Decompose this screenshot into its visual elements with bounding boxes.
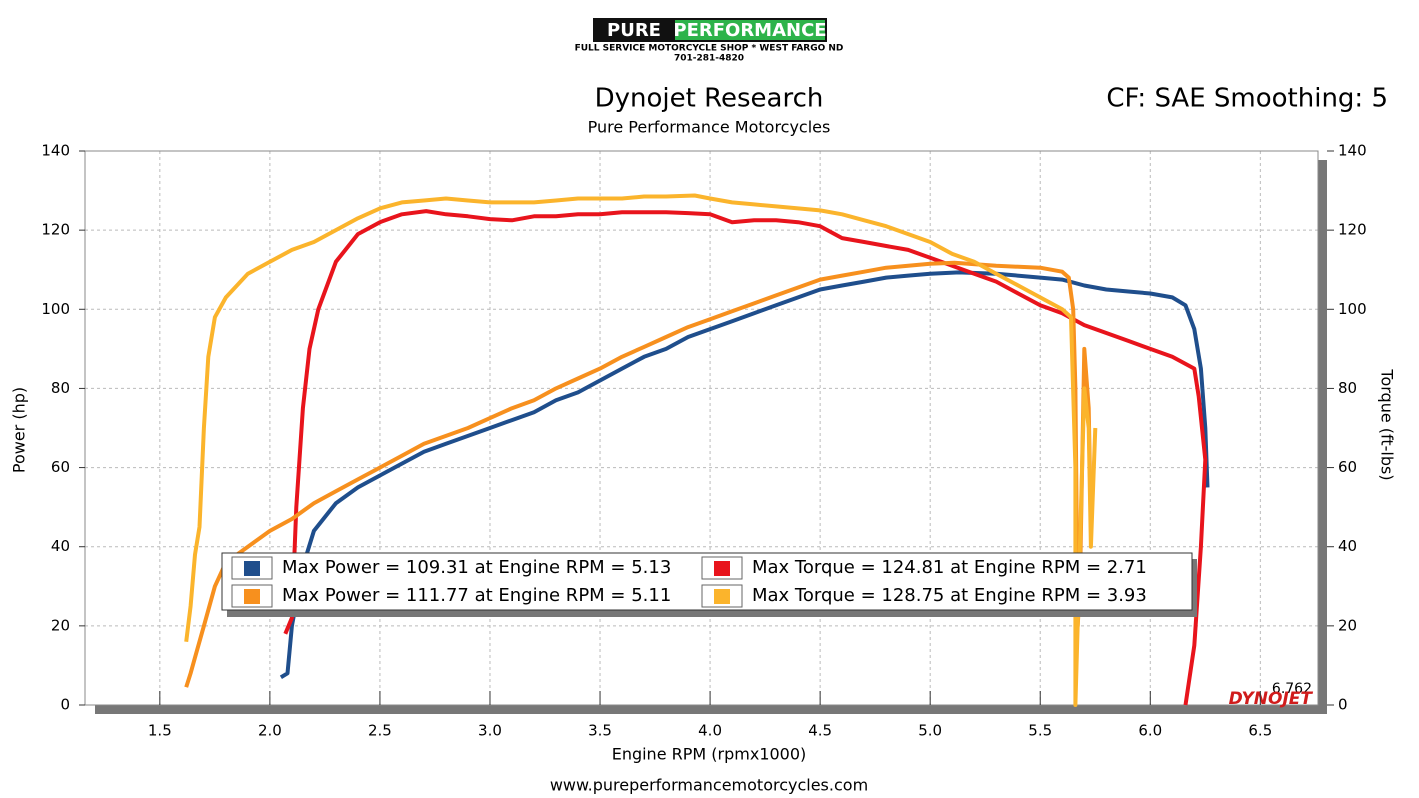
y-tick-label: 100 — [41, 300, 70, 318]
shadow-bottom — [95, 705, 1327, 714]
series-line — [184, 260, 1093, 688]
legend-swatch-color — [714, 561, 730, 576]
series-line — [279, 270, 1210, 680]
legend-swatch-color — [714, 589, 730, 604]
y2-tick-label: 20 — [1338, 616, 1357, 634]
x-tick-label: 2.5 — [368, 722, 392, 740]
y2-tick-label: 80 — [1338, 379, 1357, 397]
grid — [85, 150, 1318, 706]
y2-tick-label: 60 — [1338, 458, 1357, 476]
shadow-right — [1318, 160, 1327, 713]
x-axis-label: Engine RPM (rpmx1000) — [612, 745, 807, 764]
legend-label: Max Torque = 128.75 at Engine RPM = 3.93 — [752, 585, 1147, 606]
shop-line: FULL SERVICE MOTORCYCLE SHOP * WEST FARG… — [575, 44, 844, 54]
series-line — [283, 209, 1208, 706]
y2-tick-label: 120 — [1338, 221, 1367, 239]
series-line — [184, 193, 1098, 707]
x-tick-label: 5.0 — [918, 722, 942, 740]
phone: 701-281-4820 — [674, 54, 744, 64]
settings-label: CF: SAE Smoothing: 5 — [1106, 84, 1388, 114]
y-tick-label: 80 — [51, 379, 70, 397]
y-tick-label: 140 — [41, 142, 70, 160]
y2-tick-label: 140 — [1338, 142, 1367, 160]
x-tick-label: 4.5 — [808, 722, 832, 740]
legend-swatch-color — [244, 589, 260, 604]
x-tick-label: 3.0 — [478, 722, 502, 740]
y2-tick-label: 0 — [1338, 696, 1348, 714]
x-tick-label: 2.0 — [258, 722, 282, 740]
y-tick-label: 20 — [51, 616, 70, 634]
logo-green — [675, 20, 825, 40]
x-tick-label: 6.5 — [1248, 722, 1272, 740]
legend-label: Max Power = 111.77 at Engine RPM = 5.11 — [282, 585, 671, 606]
y-tick-label: 40 — [51, 537, 70, 555]
brand: DYNOJET — [1229, 689, 1314, 709]
plot-frame — [84, 150, 1319, 706]
x-tick-label: 6.0 — [1138, 722, 1162, 740]
x-tick-label: 5.5 — [1028, 722, 1052, 740]
y2-tick-label: 100 — [1338, 300, 1367, 318]
y-tick-label: 60 — [51, 458, 70, 476]
y-axis-label: Power (hp) — [10, 387, 29, 473]
footer-url: www.pureperformancemotorcycles.com — [550, 776, 868, 795]
x-tick-label: 4.0 — [698, 722, 722, 740]
x-tick-label: 1.5 — [148, 722, 172, 740]
chart-title: Dynojet Research — [595, 84, 824, 114]
logo-right: PERFORMANCE — [673, 20, 826, 41]
y2-tick-label: 40 — [1338, 537, 1357, 555]
legend-label: Max Power = 109.31 at Engine RPM = 5.13 — [282, 557, 671, 578]
end-label: 6.762 — [1272, 681, 1312, 697]
logo-left: PURE — [607, 20, 661, 41]
y-tick-label: 0 — [60, 696, 70, 714]
legend-label: Max Torque = 124.81 at Engine RPM = 2.71 — [752, 557, 1147, 578]
y-tick-label: 120 — [41, 221, 70, 239]
legend-swatch-color — [244, 561, 260, 576]
x-tick-label: 3.5 — [588, 722, 612, 740]
chart-subtitle: Pure Performance Motorcycles — [588, 118, 831, 137]
y2-axis-label: Torque (ft-lbs) — [1378, 368, 1397, 480]
